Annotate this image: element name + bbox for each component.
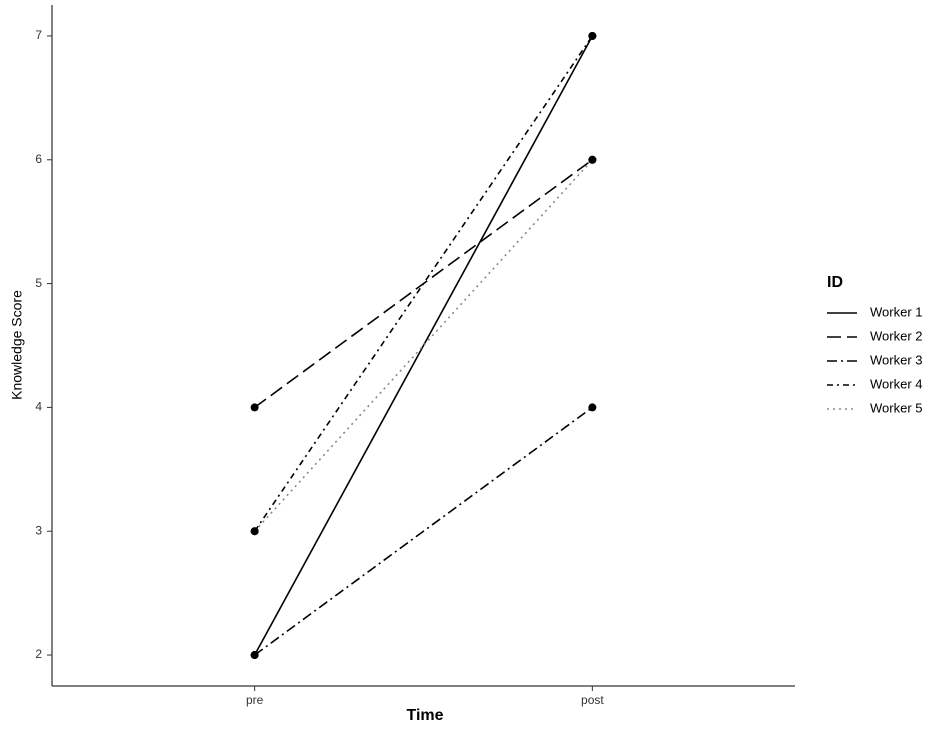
series-line	[253, 35, 594, 656]
legend-label: Worker 2	[870, 328, 923, 343]
legend-title: ID	[827, 274, 843, 291]
y-tick-label: 4	[35, 400, 42, 414]
y-axis-label: Knowledge Score	[9, 290, 25, 400]
y-tick-label: 2	[35, 647, 42, 661]
legend-label: Worker 4	[870, 376, 923, 391]
data-point	[250, 403, 259, 412]
data-point	[588, 403, 597, 412]
legend-label: Worker 1	[870, 304, 923, 319]
legend-label: Worker 3	[870, 352, 923, 367]
y-tick-label: 6	[35, 152, 42, 166]
series-line	[254, 406, 593, 656]
data-point	[588, 31, 597, 40]
legend-label: Worker 5	[870, 400, 923, 415]
x-axis-label: Time	[406, 707, 443, 724]
data-point	[250, 651, 259, 660]
x-tick-label: pre	[246, 693, 264, 707]
series-line	[253, 35, 594, 532]
data-point	[588, 155, 597, 164]
y-tick-label: 7	[35, 28, 42, 42]
y-tick-label: 3	[35, 523, 42, 537]
data-point	[250, 527, 259, 536]
y-tick-label: 5	[35, 276, 42, 290]
x-tick-label: post	[581, 693, 604, 707]
